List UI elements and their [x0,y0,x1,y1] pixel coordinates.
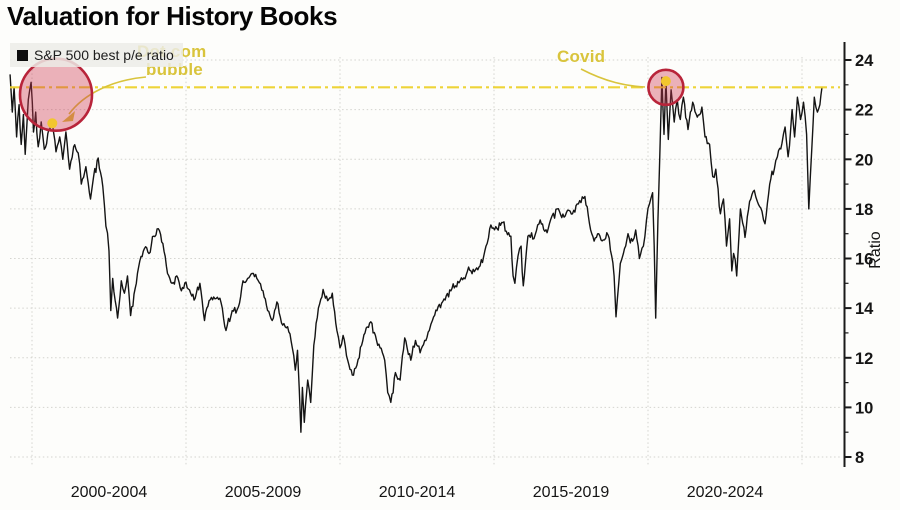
legend-swatch-icon [17,49,28,61]
covid-annotation-label: Covid [557,47,606,66]
x-axis-label: 2015-2019 [533,484,610,501]
y-axis-tick-label: 14 [855,300,874,318]
x-axis-labels: 2000-2004 2005-2009 2010-2014 2015-2019 2020… [71,484,764,501]
x-axis-label: 2010-2014 [379,484,456,501]
y-axis-tick-label: 10 [855,399,873,417]
legend: S&P 500 best p/e ratio [10,43,183,67]
covid-annotation: Covid [557,48,605,66]
y-axis-tick-label: 16 [855,251,873,269]
dot-com-peak-marker-dot [47,118,58,129]
y-axis-tick-label: 20 [855,151,873,169]
y-axis-tick-label: 22 [855,102,873,120]
x-axis-label: 2005-2009 [225,484,302,501]
covid-leader-line [580,68,646,88]
pe-ratio-line [9,74,823,433]
covid-peak-marker-dot [660,76,671,87]
y-axis-tick-label: 18 [855,201,873,219]
legend-label: S&P 500 best p/e ratio [34,47,174,63]
y-axis-tick-label: 8 [855,449,864,467]
gridlines [10,57,842,467]
dotcom-leader-line [68,76,147,115]
page-title: Valuation for History Books [7,1,338,31]
x-axis-label: 2000-2004 [71,484,148,501]
x-axis-label: 2020-2024 [687,484,764,501]
y-axis-tick-label: 24 [855,52,874,70]
y-axis-title: Ratio [867,231,884,268]
y-axis-tick-label: 12 [855,350,873,368]
highlight-circle-covid [647,68,685,107]
highlight-circle-dot-com-bubble [18,57,94,132]
y-axis: 24 22 20 18 16 14 12 10 8 Ratio [843,42,884,467]
dotcom-leader-arrow-icon [62,111,75,122]
